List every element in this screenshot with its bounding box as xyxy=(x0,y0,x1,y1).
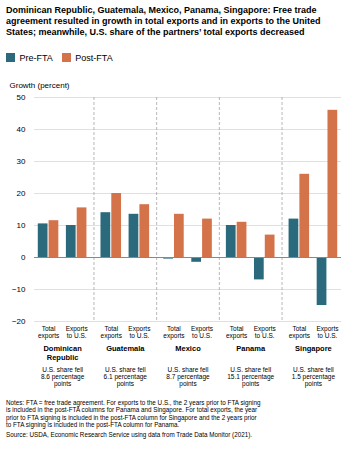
svg-text:0: 0 xyxy=(21,253,26,262)
svg-text:Growth (percent): Growth (percent) xyxy=(10,81,70,90)
svg-text:Totalexports: Totalexports xyxy=(101,324,123,339)
svg-text:−20: −20 xyxy=(12,317,26,326)
svg-text:−10: −10 xyxy=(12,285,26,294)
svg-text:Totalexports: Totalexports xyxy=(163,324,185,339)
svg-text:Exportsto U.S.: Exportsto U.S. xyxy=(66,324,89,338)
svg-text:Exportsto U.S.: Exportsto U.S. xyxy=(254,324,277,338)
svg-text:DominicanRepublic: DominicanRepublic xyxy=(43,344,82,361)
html-text:Dominican Republic, Guatemala,: Dominican Republic, Guatemala, Mexico, P… xyxy=(6,5,321,37)
html-text:Source: USDA, Economic Researc: Source: USDA, Economic Research Service … xyxy=(6,430,252,438)
svg-text:Panama: Panama xyxy=(236,344,266,353)
svg-text:Exportsto U.S.: Exportsto U.S. xyxy=(191,324,214,338)
svg-text:Exportsto U.S.: Exportsto U.S. xyxy=(316,324,339,338)
html-text:Post-FTA: Post-FTA xyxy=(75,52,113,63)
html-text:Pre-FTA: Pre-FTA xyxy=(19,52,53,63)
svg-text:Totalexports: Totalexports xyxy=(226,324,248,339)
svg-text:U.S. share fell8.6 percentagep: U.S. share fell8.6 percentagepoints xyxy=(41,365,85,387)
svg-text:U.S. share fell15.1 percentage: U.S. share fell15.1 percentagepoints xyxy=(227,365,274,387)
svg-text:Singapore: Singapore xyxy=(295,344,332,353)
svg-text:40: 40 xyxy=(17,125,26,134)
svg-text:U.S. share fell1.5 percentagep: U.S. share fell1.5 percentagepoints xyxy=(292,365,336,387)
svg-text:Totalexports: Totalexports xyxy=(289,324,311,339)
svg-text:Guatemala: Guatemala xyxy=(106,344,145,353)
html-text:Notes: FTA = free trade agreem: Notes: FTA = free trade agreement. For e… xyxy=(6,398,261,429)
svg-text:U.S. share fell8.7 percentagep: U.S. share fell8.7 percentagepoints xyxy=(166,365,210,387)
svg-text:U.S. share fell6.1 percentagep: U.S. share fell6.1 percentagepoints xyxy=(104,365,148,387)
svg-text:20: 20 xyxy=(17,189,26,198)
svg-text:Totalexports: Totalexports xyxy=(38,324,60,339)
svg-text:Exportsto U.S.: Exportsto U.S. xyxy=(128,324,151,338)
svg-text:30: 30 xyxy=(17,157,26,166)
svg-text:Mexico: Mexico xyxy=(175,344,201,353)
svg-text:10: 10 xyxy=(17,221,26,230)
svg-text:50: 50 xyxy=(17,93,26,102)
